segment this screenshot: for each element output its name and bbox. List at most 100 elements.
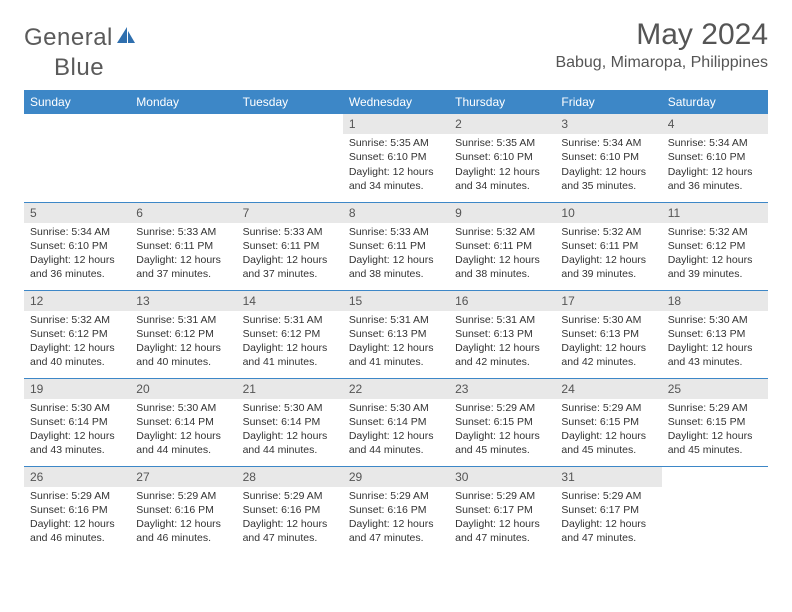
day-body: Sunrise: 5:29 AMSunset: 6:15 PMDaylight:…	[555, 399, 661, 462]
sunset-line: Sunset: 6:13 PM	[561, 327, 655, 341]
sunrise-line: Sunrise: 5:30 AM	[243, 401, 337, 415]
calendar-week: 19Sunrise: 5:30 AMSunset: 6:14 PMDayligh…	[24, 378, 768, 466]
calendar-cell: 17Sunrise: 5:30 AMSunset: 6:13 PMDayligh…	[555, 290, 661, 378]
calendar-cell: 10Sunrise: 5:32 AMSunset: 6:11 PMDayligh…	[555, 202, 661, 290]
sunset-line: Sunset: 6:12 PM	[30, 327, 124, 341]
calendar-cell: 27Sunrise: 5:29 AMSunset: 6:16 PMDayligh…	[130, 466, 236, 554]
sunrise-line: Sunrise: 5:34 AM	[668, 136, 762, 150]
calendar-cell: .	[237, 114, 343, 202]
daylight-line: Daylight: 12 hours and 39 minutes.	[668, 253, 762, 281]
daylight-line: Daylight: 12 hours and 34 minutes.	[455, 165, 549, 193]
calendar-cell: 24Sunrise: 5:29 AMSunset: 6:15 PMDayligh…	[555, 378, 661, 466]
sunrise-line: Sunrise: 5:31 AM	[349, 313, 443, 327]
day-body: Sunrise: 5:31 AMSunset: 6:13 PMDaylight:…	[343, 311, 449, 374]
day-number: 22	[343, 379, 449, 399]
day-number: 3	[555, 114, 661, 134]
day-number: 26	[24, 467, 130, 487]
day-number: 30	[449, 467, 555, 487]
day-number: 1	[343, 114, 449, 134]
calendar-cell: 19Sunrise: 5:30 AMSunset: 6:14 PMDayligh…	[24, 378, 130, 466]
daylight-line: Daylight: 12 hours and 44 minutes.	[349, 429, 443, 457]
day-number: 6	[130, 203, 236, 223]
day-number: 21	[237, 379, 343, 399]
calendar-cell: .	[662, 466, 768, 554]
sunrise-line: Sunrise: 5:34 AM	[561, 136, 655, 150]
daylight-line: Daylight: 12 hours and 34 minutes.	[349, 165, 443, 193]
sunset-line: Sunset: 6:17 PM	[561, 503, 655, 517]
sunrise-line: Sunrise: 5:29 AM	[349, 489, 443, 503]
sunset-line: Sunset: 6:13 PM	[349, 327, 443, 341]
calendar-cell: 2Sunrise: 5:35 AMSunset: 6:10 PMDaylight…	[449, 114, 555, 202]
sunrise-line: Sunrise: 5:29 AM	[561, 489, 655, 503]
calendar-cell: 15Sunrise: 5:31 AMSunset: 6:13 PMDayligh…	[343, 290, 449, 378]
day-number: 9	[449, 203, 555, 223]
day-number: 13	[130, 291, 236, 311]
calendar-cell: 18Sunrise: 5:30 AMSunset: 6:13 PMDayligh…	[662, 290, 768, 378]
sunrise-line: Sunrise: 5:29 AM	[455, 401, 549, 415]
sunset-line: Sunset: 6:14 PM	[243, 415, 337, 429]
calendar-cell: 3Sunrise: 5:34 AMSunset: 6:10 PMDaylight…	[555, 114, 661, 202]
day-number: 16	[449, 291, 555, 311]
daylight-line: Daylight: 12 hours and 46 minutes.	[136, 517, 230, 545]
weekday-header: Wednesday	[343, 90, 449, 114]
day-body: Sunrise: 5:34 AMSunset: 6:10 PMDaylight:…	[24, 223, 130, 286]
sunrise-line: Sunrise: 5:31 AM	[243, 313, 337, 327]
calendar-cell: 1Sunrise: 5:35 AMSunset: 6:10 PMDaylight…	[343, 114, 449, 202]
day-body: Sunrise: 5:32 AMSunset: 6:12 PMDaylight:…	[662, 223, 768, 286]
day-number: 17	[555, 291, 661, 311]
daylight-line: Daylight: 12 hours and 47 minutes.	[349, 517, 443, 545]
day-number: 8	[343, 203, 449, 223]
calendar-week: 12Sunrise: 5:32 AMSunset: 6:12 PMDayligh…	[24, 290, 768, 378]
daylight-line: Daylight: 12 hours and 40 minutes.	[136, 341, 230, 369]
sunrise-line: Sunrise: 5:31 AM	[136, 313, 230, 327]
sunrise-line: Sunrise: 5:30 AM	[349, 401, 443, 415]
day-body: Sunrise: 5:31 AMSunset: 6:12 PMDaylight:…	[130, 311, 236, 374]
day-body: Sunrise: 5:29 AMSunset: 6:15 PMDaylight:…	[449, 399, 555, 462]
day-body: Sunrise: 5:33 AMSunset: 6:11 PMDaylight:…	[130, 223, 236, 286]
day-number: 18	[662, 291, 768, 311]
calendar-cell: 5Sunrise: 5:34 AMSunset: 6:10 PMDaylight…	[24, 202, 130, 290]
calendar-cell: 20Sunrise: 5:30 AMSunset: 6:14 PMDayligh…	[130, 378, 236, 466]
sunrise-line: Sunrise: 5:33 AM	[349, 225, 443, 239]
sunrise-line: Sunrise: 5:29 AM	[30, 489, 124, 503]
day-body: Sunrise: 5:29 AMSunset: 6:17 PMDaylight:…	[555, 487, 661, 550]
day-body: Sunrise: 5:32 AMSunset: 6:11 PMDaylight:…	[555, 223, 661, 286]
day-number: 11	[662, 203, 768, 223]
daylight-line: Daylight: 12 hours and 37 minutes.	[243, 253, 337, 281]
brand-logo: General	[24, 24, 139, 52]
sunset-line: Sunset: 6:15 PM	[455, 415, 549, 429]
sunset-line: Sunset: 6:14 PM	[349, 415, 443, 429]
day-body: Sunrise: 5:33 AMSunset: 6:11 PMDaylight:…	[237, 223, 343, 286]
daylight-line: Daylight: 12 hours and 45 minutes.	[455, 429, 549, 457]
sunset-line: Sunset: 6:16 PM	[30, 503, 124, 517]
daylight-line: Daylight: 12 hours and 43 minutes.	[668, 341, 762, 369]
day-body: Sunrise: 5:29 AMSunset: 6:16 PMDaylight:…	[343, 487, 449, 550]
day-body: Sunrise: 5:30 AMSunset: 6:13 PMDaylight:…	[555, 311, 661, 374]
day-body: Sunrise: 5:30 AMSunset: 6:14 PMDaylight:…	[343, 399, 449, 462]
sunset-line: Sunset: 6:15 PM	[561, 415, 655, 429]
day-body: Sunrise: 5:30 AMSunset: 6:14 PMDaylight:…	[237, 399, 343, 462]
calendar-cell: 11Sunrise: 5:32 AMSunset: 6:12 PMDayligh…	[662, 202, 768, 290]
calendar-cell: 23Sunrise: 5:29 AMSunset: 6:15 PMDayligh…	[449, 378, 555, 466]
day-number: 29	[343, 467, 449, 487]
calendar-cell: 9Sunrise: 5:32 AMSunset: 6:11 PMDaylight…	[449, 202, 555, 290]
sunset-line: Sunset: 6:11 PM	[455, 239, 549, 253]
daylight-line: Daylight: 12 hours and 37 minutes.	[136, 253, 230, 281]
day-number: 7	[237, 203, 343, 223]
calendar-cell: 25Sunrise: 5:29 AMSunset: 6:15 PMDayligh…	[662, 378, 768, 466]
day-body: Sunrise: 5:29 AMSunset: 6:16 PMDaylight:…	[130, 487, 236, 550]
day-number: 19	[24, 379, 130, 399]
sunset-line: Sunset: 6:12 PM	[668, 239, 762, 253]
sunrise-line: Sunrise: 5:29 AM	[136, 489, 230, 503]
calendar-cell: 16Sunrise: 5:31 AMSunset: 6:13 PMDayligh…	[449, 290, 555, 378]
calendar-cell: 4Sunrise: 5:34 AMSunset: 6:10 PMDaylight…	[662, 114, 768, 202]
calendar-cell: 30Sunrise: 5:29 AMSunset: 6:17 PMDayligh…	[449, 466, 555, 554]
day-number: 10	[555, 203, 661, 223]
day-number: 4	[662, 114, 768, 134]
weekday-header: Sunday	[24, 90, 130, 114]
weekday-header: Monday	[130, 90, 236, 114]
calendar-cell: 13Sunrise: 5:31 AMSunset: 6:12 PMDayligh…	[130, 290, 236, 378]
daylight-line: Daylight: 12 hours and 39 minutes.	[561, 253, 655, 281]
brand-text-1: General	[24, 24, 113, 52]
sunrise-line: Sunrise: 5:29 AM	[561, 401, 655, 415]
